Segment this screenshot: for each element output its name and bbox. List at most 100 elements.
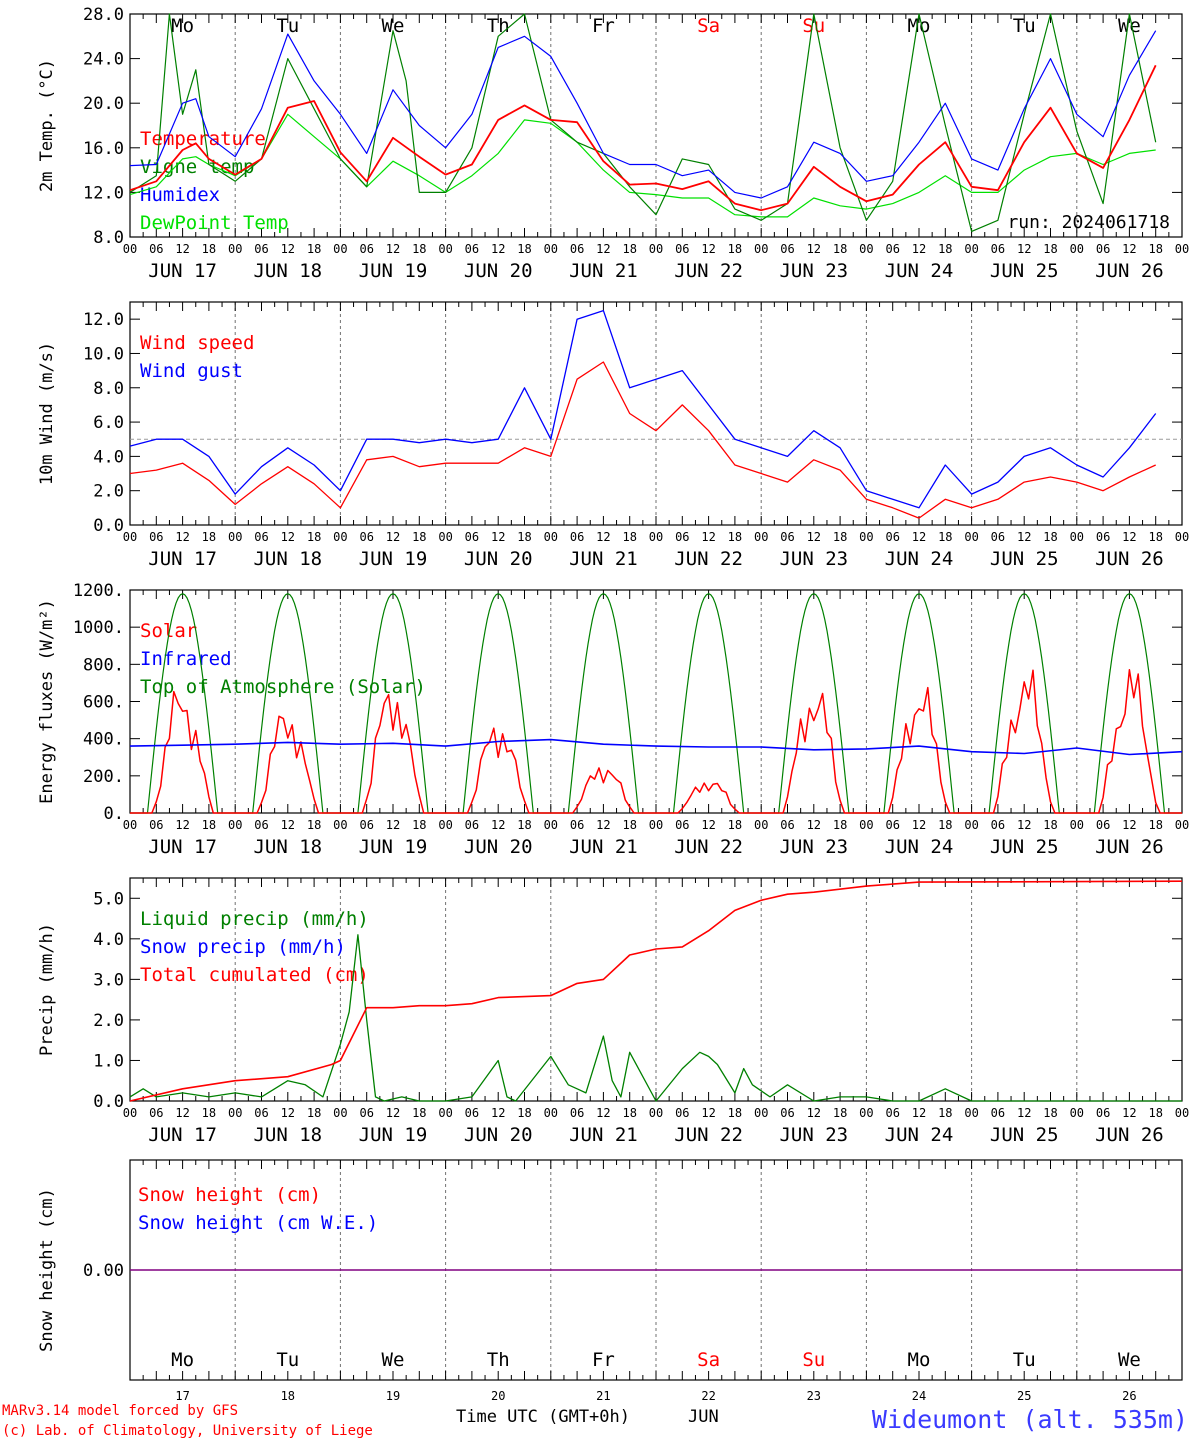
hour-tick-label: 12 <box>1122 1106 1136 1120</box>
y-tick-label: 600. <box>83 693 124 713</box>
hour-tick-label: 06 <box>780 1106 794 1120</box>
hour-tick-label: 06 <box>570 1106 584 1120</box>
legend-entry: DewPoint Temp <box>140 212 289 234</box>
hour-tick-label: 06 <box>254 530 268 544</box>
hour-tick-label: 18 <box>412 242 426 256</box>
hour-tick-label: 00 <box>228 1106 242 1120</box>
hour-tick-label: 06 <box>254 242 268 256</box>
day-number-label: 24 <box>912 1389 926 1403</box>
hour-tick-label: 06 <box>465 1106 479 1120</box>
copyright-credit: (c) Lab. of Climatology, University of L… <box>2 1423 373 1439</box>
hour-tick-label: 12 <box>807 530 821 544</box>
hour-tick-label: 00 <box>649 530 663 544</box>
y-tick-label: 1.0 <box>93 1051 124 1071</box>
hour-tick-label: 00 <box>1070 818 1084 832</box>
date-label: JUN 20 <box>464 1124 533 1146</box>
hour-tick-label: 06 <box>885 242 899 256</box>
hour-tick-label: 06 <box>991 1106 1005 1120</box>
hour-tick-label: 06 <box>149 1106 163 1120</box>
hour-tick-label: 18 <box>622 530 636 544</box>
hour-tick-label: 06 <box>1096 1106 1110 1120</box>
hour-tick-label: 06 <box>1096 242 1110 256</box>
y-tick-label: 16.0 <box>83 139 124 159</box>
day-name-label: We <box>1118 1349 1141 1371</box>
hour-tick-label: 00 <box>123 1106 137 1120</box>
y-tick-label: 8.0 <box>93 379 124 399</box>
hour-tick-label: 12 <box>912 818 926 832</box>
hour-tick-label: 06 <box>991 530 1005 544</box>
hour-tick-label: 00 <box>123 530 137 544</box>
day-number-label: 22 <box>701 1389 715 1403</box>
hour-tick-label: 06 <box>675 1106 689 1120</box>
series-line <box>129 64 1157 212</box>
legend-entry: Liquid precip (mm/h) <box>140 908 369 930</box>
legend-entry: Infrared <box>140 648 232 670</box>
date-label: JUN 19 <box>359 548 428 570</box>
hour-tick-label: 12 <box>1017 242 1031 256</box>
hour-tick-label: 00 <box>754 530 768 544</box>
hour-tick-label: 06 <box>1096 530 1110 544</box>
hour-tick-label: 12 <box>596 242 610 256</box>
date-label: JUN 22 <box>674 260 743 282</box>
hour-tick-label: 00 <box>333 1106 347 1120</box>
hour-tick-label: 12 <box>1017 1106 1031 1120</box>
hour-tick-label: 06 <box>254 1106 268 1120</box>
hour-tick-label: 00 <box>438 1106 452 1120</box>
hour-tick-label: 12 <box>175 242 189 256</box>
hour-tick-label: 18 <box>622 242 636 256</box>
day-number-label: 26 <box>1122 1389 1136 1403</box>
hour-tick-label: 12 <box>491 818 505 832</box>
hour-tick-label: 06 <box>991 242 1005 256</box>
hour-tick-label: 18 <box>728 242 742 256</box>
date-label: JUN 17 <box>148 836 217 858</box>
series-line <box>129 113 1156 218</box>
hour-tick-label: 18 <box>517 242 531 256</box>
date-label: JUN 19 <box>359 1124 428 1146</box>
day-name-label: Th <box>487 15 510 37</box>
hour-tick-label: 00 <box>333 242 347 256</box>
day-number-label: 17 <box>175 1389 189 1403</box>
month-label: JUN <box>688 1407 719 1427</box>
hour-tick-label: 18 <box>202 1106 216 1120</box>
hour-tick-label: 12 <box>386 530 400 544</box>
hour-tick-label: 18 <box>307 530 321 544</box>
meteogram-panels: 00 06 12 18 JUN 17 00 06 12 18 JUN 18 00 06 12 18 JUN … <box>37 5 1189 1403</box>
hour-tick-label: 12 <box>807 818 821 832</box>
date-label: JUN 24 <box>885 548 954 570</box>
hour-tick-label: 00 <box>964 530 978 544</box>
hour-tick-label: 12 <box>281 818 295 832</box>
date-label: JUN 23 <box>779 260 848 282</box>
legend-entry: Snow height (cm) <box>138 1184 321 1206</box>
day-name-label: Mo <box>908 1349 931 1371</box>
hour-tick-label: 00 <box>1070 1106 1084 1120</box>
hour-tick-label: 12 <box>281 1106 295 1120</box>
date-label: JUN 25 <box>990 836 1059 858</box>
y-tick-label: 400. <box>83 730 124 750</box>
y-tick-label: 5.0 <box>93 889 124 909</box>
y-tick-label: 2.0 <box>93 482 124 502</box>
legend-entry: Vigne temp <box>140 156 254 178</box>
hour-tick-label: 18 <box>412 530 426 544</box>
hour-tick-label: 12 <box>807 242 821 256</box>
hour-tick-label: 18 <box>1148 530 1162 544</box>
date-label: JUN 25 <box>990 548 1059 570</box>
date-label: JUN 22 <box>674 1124 743 1146</box>
hour-tick-label: 06 <box>359 242 373 256</box>
hour-tick-label: 00 <box>228 242 242 256</box>
hour-tick-label: 12 <box>912 530 926 544</box>
date-label: JUN 24 <box>885 1124 954 1146</box>
day-name-label: Mo <box>908 15 931 37</box>
hour-tick-label: 06 <box>675 530 689 544</box>
hour-tick-label: 12 <box>1017 530 1031 544</box>
legend-entry: Total cumulated (cm) <box>140 964 369 986</box>
day-number-label: 25 <box>1017 1389 1031 1403</box>
y-tick-label: 2.0 <box>93 1011 124 1031</box>
date-label: JUN 26 <box>1095 260 1164 282</box>
y-tick-label: 0. <box>104 804 124 824</box>
hour-tick-label: 12 <box>281 242 295 256</box>
series-line <box>130 669 1182 814</box>
hour-tick-label: 00 <box>333 530 347 544</box>
legend-entry: Solar <box>140 620 197 642</box>
series-line <box>129 30 1157 199</box>
y-tick-label: 8.0 <box>93 228 124 248</box>
